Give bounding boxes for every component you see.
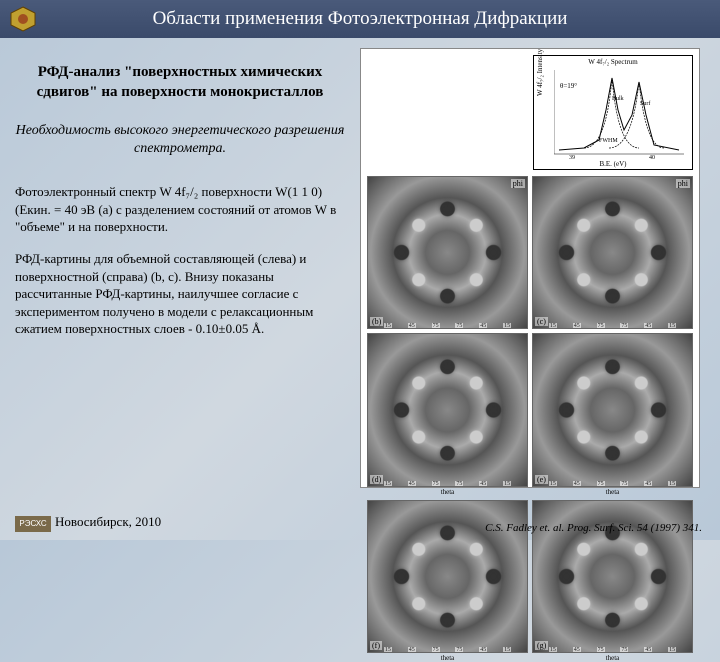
phi-label: phi	[676, 179, 690, 188]
pattern-label-f: (f)	[370, 641, 382, 650]
italic-note: Необходимость высокого энергетического р…	[15, 122, 345, 158]
text-column: РФД-анализ "поверхностных химических сдв…	[15, 48, 345, 508]
spectrum-xlabel: B.E. (eV)	[599, 160, 626, 168]
header-logo	[10, 6, 36, 32]
pattern-c: (c) phi 154575754515	[532, 176, 693, 329]
footer-location: Новосибирск, 2010	[55, 514, 161, 530]
spectrum-curves: θ=19° Bulk Surf FWHM	[554, 70, 684, 155]
spectrum-ylabel	[536, 49, 544, 96]
svg-text:Bulk: Bulk	[612, 96, 624, 102]
pattern-label-b: (b)	[370, 317, 383, 326]
theta-axis-label: theta	[532, 488, 693, 496]
paragraph-2: РФД-картины для объемной составляющей (с…	[15, 250, 345, 338]
theta-axis-label: theta	[367, 654, 528, 662]
theta-label: θ=19°	[560, 82, 577, 90]
spectrum-title: W 4f₇/₂ Spectrum	[534, 56, 692, 66]
subtitle: РФД-анализ "поверхностных химических сдв…	[15, 63, 345, 102]
pattern-e: (e) 154575754515	[532, 333, 693, 486]
content-area: РФД-анализ "поверхностных химических сдв…	[0, 38, 720, 508]
pattern-label-e: (e)	[535, 475, 548, 484]
phi-label: phi	[511, 179, 525, 188]
footer-citation: C.S. Fadley et. al. Prog. Surf. Sci. 54 …	[485, 522, 702, 534]
footer-logo: РЭСХС	[15, 516, 51, 532]
pattern-label-g: (g)	[535, 641, 548, 650]
svg-text:FWHM: FWHM	[599, 138, 618, 144]
pattern-b: (b) phi 154575754515	[367, 176, 528, 329]
slide-header: Области применения Фотоэлектронная Дифра…	[0, 0, 720, 38]
xtick-0: 39	[569, 155, 575, 161]
diffraction-pattern-grid: (b) phi 154575754515 (c) phi 15457575451…	[367, 176, 693, 662]
xtick-1: 40	[649, 155, 655, 161]
theta-axis-label: theta	[367, 488, 528, 496]
theta-axis-label: theta	[532, 654, 693, 662]
spectrum-chart: W 4f₇/₂ Spectrum B.E. (eV) θ=19° Bulk Su…	[533, 55, 693, 170]
pattern-d: (d) 154575754515	[367, 333, 528, 486]
pattern-label-d: (d)	[370, 475, 383, 484]
pattern-label-c: (c)	[535, 317, 548, 326]
figure-panel: W 4f₇/₂ Spectrum B.E. (eV) θ=19° Bulk Su…	[360, 48, 700, 488]
svg-text:Surf: Surf	[640, 100, 650, 107]
slide-title: Области применения Фотоэлектронная Дифра…	[153, 8, 568, 29]
paragraph-1: Фотоэлектронный спектр W 4f₇/₂ поверхнос…	[15, 183, 345, 236]
